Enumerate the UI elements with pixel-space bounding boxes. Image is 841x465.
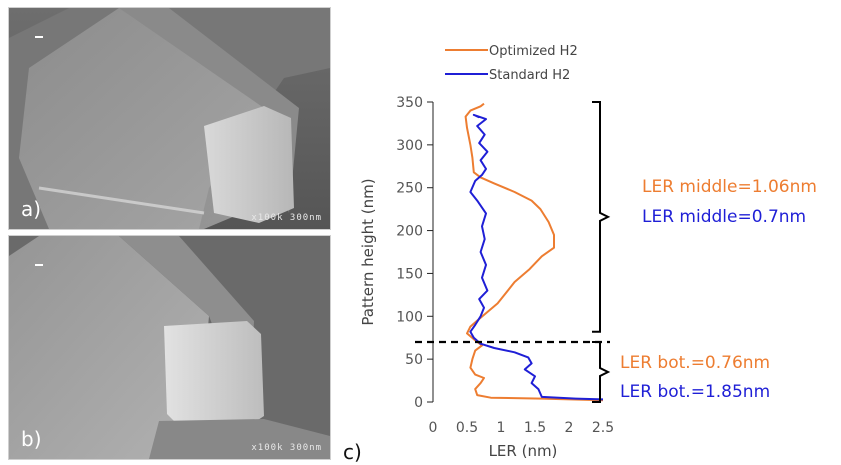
x-tick-label: 1	[497, 420, 506, 436]
sem-image-a: a) x100k 300nm	[8, 7, 331, 230]
annotation-standard-bottom: LER bot.=1.85nm	[620, 382, 770, 402]
annotation-optimized-middle-text: LER middle=1.06nm	[642, 177, 817, 197]
legend-label-optimized: Optimized H2	[489, 44, 578, 59]
legend-label-standard: Standard H2	[489, 68, 570, 83]
y-tick-label: 50	[405, 352, 423, 368]
y-tick-label: 200	[396, 224, 423, 240]
scale-bar-text-a: x100k 300nm	[251, 213, 322, 223]
annotation-optimized-bottom: LER bot.=0.76nm	[620, 353, 770, 373]
upper-bracket	[592, 102, 608, 332]
sem-image-b: b) x100k 300nm	[8, 235, 331, 460]
annotation-optimized-middle: LER middle=1.06nm	[642, 177, 817, 197]
scale-bar-text-b: x100k 300nm	[251, 443, 322, 453]
series-optimized-line	[466, 104, 603, 401]
y-axis-label: Pattern height (nm)	[359, 178, 377, 325]
lower-bracket	[592, 342, 608, 402]
annotation-standard-bottom-text-b: bot.=1.85nm	[657, 382, 770, 402]
y-tick-label: 300	[396, 138, 423, 154]
annotation-standard-bottom-text-a: LER	[620, 382, 657, 402]
x-tick-label: 0.5	[456, 420, 478, 436]
x-tick-label: 1.5	[524, 420, 546, 436]
annotation-optimized-bottom-text: LER bot.=0.76nm	[620, 353, 770, 373]
series-standard-line	[470, 115, 603, 400]
y-tick-label: 250	[396, 181, 423, 197]
x-axis-label: LER (nm)	[489, 442, 558, 460]
x-tick-label: 2	[565, 420, 574, 436]
x-tick-label: 2.5	[592, 420, 614, 436]
y-tick-label: 100	[396, 309, 423, 325]
y-tick-label: 0	[414, 395, 423, 411]
panel-label-a: a)	[21, 197, 41, 221]
annotation-standard-middle: LER middle=0.7nm	[642, 207, 806, 227]
panel-label-b: b)	[21, 427, 42, 451]
y-tick-label: 150	[396, 266, 423, 282]
x-tick-label: 0	[429, 420, 438, 436]
y-tick-label: 350	[396, 95, 423, 111]
annotation-standard-middle-text: LER middle=0.7nm	[642, 207, 806, 227]
